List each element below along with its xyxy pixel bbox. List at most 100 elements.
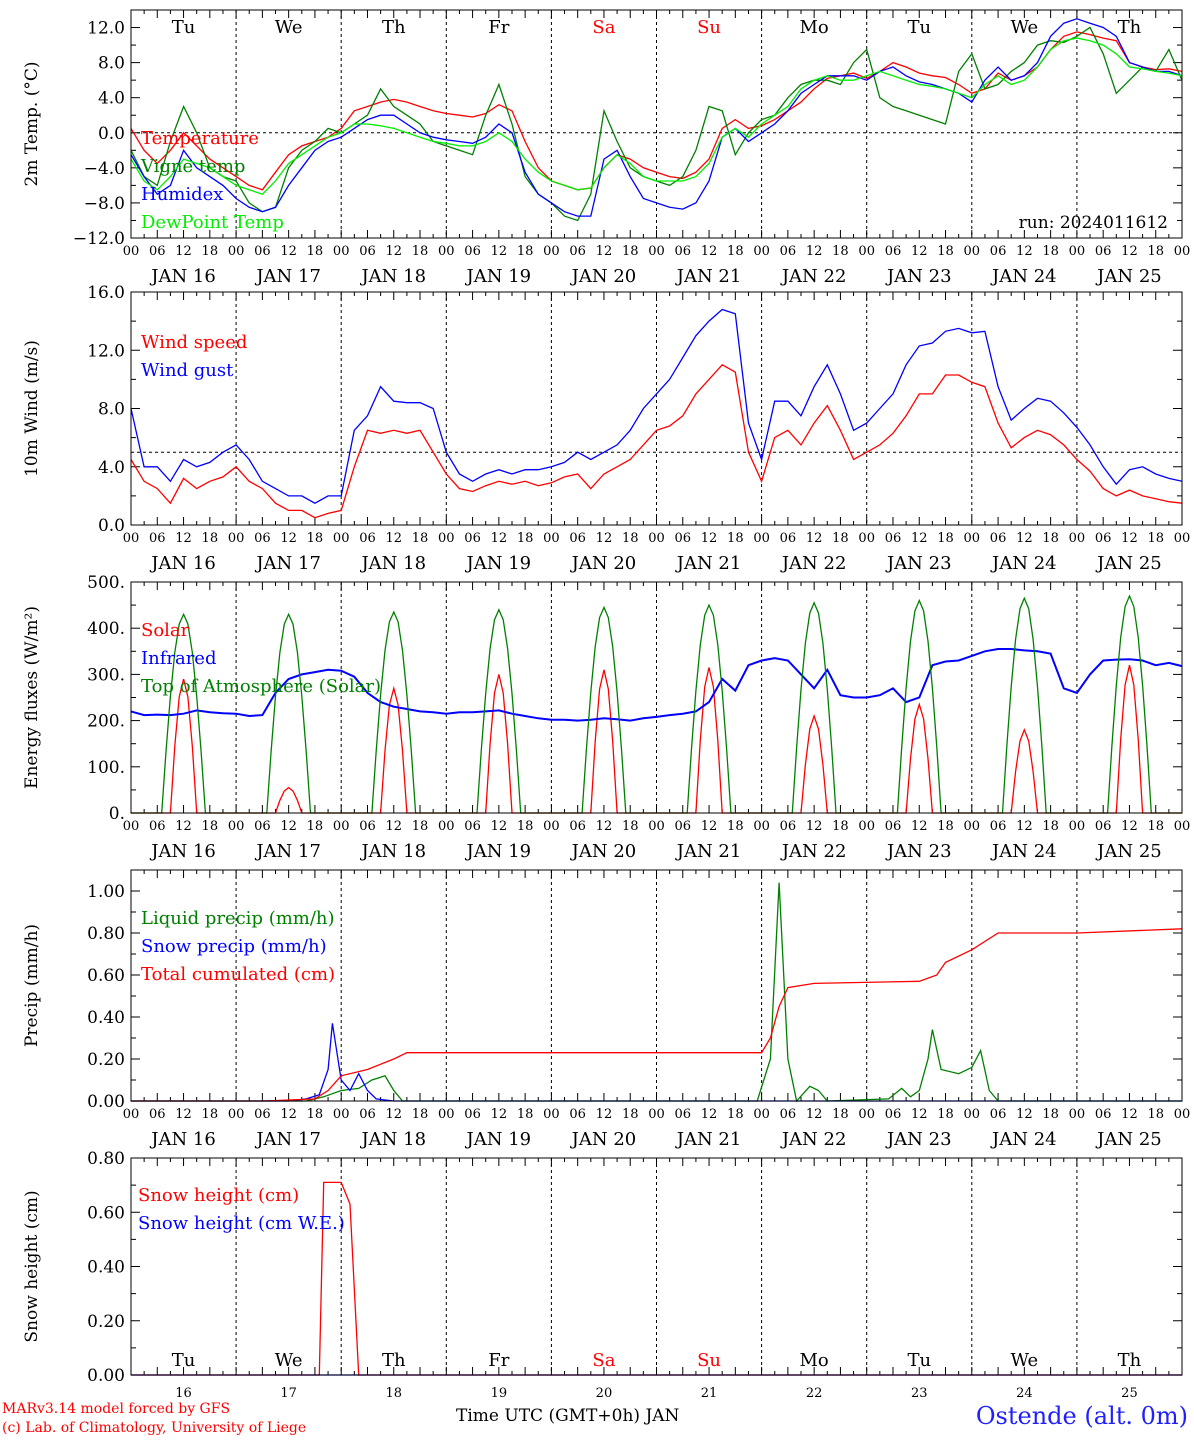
hour-tick-label: 06	[359, 531, 376, 546]
y-tick-label: 8.0	[98, 54, 125, 74]
day-name-label: Th	[1118, 1350, 1142, 1371]
legend-entry: Vigne temp	[140, 156, 245, 177]
date-label: JAN 16	[149, 841, 216, 862]
hour-tick-label: 00	[964, 1107, 981, 1122]
lab-credit: (c) Lab. of Climatology, University of L…	[2, 1420, 307, 1436]
legend-entry: Liquid precip (mm/h)	[141, 908, 335, 929]
hour-tick-label: 00	[333, 244, 350, 259]
panel-snow: 16 17 18 19 20 21 22 23 24 25 Tu We Th Fr Sa Su Mo Tu We Th…	[22, 1149, 1183, 1400]
hour-tick-label: 12	[491, 819, 508, 834]
hour-tick-label: 06	[149, 1107, 166, 1122]
date-label: JAN 21	[675, 553, 742, 574]
hour-tick-label: 12	[806, 531, 823, 546]
y-tick-label: 0.00	[87, 1092, 125, 1112]
hour-tick-label: 00	[1174, 819, 1191, 834]
legend-entry: Total cumulated (cm)	[141, 964, 335, 985]
y-tick-label: 0.20	[87, 1050, 125, 1070]
hour-tick-label: 00	[543, 819, 560, 834]
hour-tick-label: 00	[858, 1107, 875, 1122]
hour-tick-label: 00	[648, 1107, 665, 1122]
date-label: JAN 18	[359, 553, 426, 574]
y-tick-label: 200.	[87, 712, 125, 732]
y-tick-label: 4.0	[98, 458, 125, 478]
hour-tick-label: 18	[412, 819, 429, 834]
hour-tick-label: 12	[806, 819, 823, 834]
day-name-label: Fr	[488, 1350, 509, 1371]
day-name-label: Tu	[907, 17, 931, 38]
date-label: JAN 23	[885, 841, 952, 862]
y-tick-label: 0.20	[87, 1312, 125, 1332]
day-name-label: Tu	[172, 17, 196, 38]
day-name-label: Su	[697, 1350, 721, 1371]
date-label: JAN 22	[780, 1129, 847, 1150]
hour-tick-label: 18	[412, 1107, 429, 1122]
hour-tick-label: 12	[701, 819, 718, 834]
date-label: JAN 16	[149, 553, 216, 574]
date-label: JAN 16	[149, 266, 216, 287]
day-number-label: 16	[175, 1386, 192, 1400]
hour-tick-label: 12	[701, 531, 718, 546]
series-line-infrared	[130, 648, 1183, 722]
hour-tick-label: 18	[307, 531, 324, 546]
hour-tick-label: 06	[569, 244, 586, 259]
date-label: JAN 21	[675, 266, 742, 287]
hour-tick-label: 06	[1095, 1107, 1112, 1122]
hour-tick-label: 06	[1095, 531, 1112, 546]
y-tick-label: 0.60	[87, 966, 125, 986]
hour-tick-label: 00	[123, 531, 140, 546]
day-number-label: 22	[806, 1386, 823, 1400]
legend-entry: Snow height (cm W.E.)	[138, 1213, 345, 1234]
hour-tick-label: 18	[202, 1107, 219, 1122]
day-name-label: Mo	[800, 17, 829, 38]
hour-tick-label: 06	[990, 244, 1007, 259]
hour-tick-label: 06	[254, 1107, 271, 1122]
hour-tick-label: 18	[517, 531, 534, 546]
y-tick-label: 0.	[109, 804, 125, 824]
hour-tick-label: 12	[1121, 1107, 1138, 1122]
series-line-temperature	[130, 31, 1183, 191]
hour-tick-label: 06	[780, 819, 797, 834]
y-axis-title: 10m Wind (m/s)	[22, 340, 42, 477]
series-line-total-cumulated-cm-	[131, 928, 1183, 1102]
y-axis-title: Snow height (cm)	[22, 1190, 42, 1342]
series-line-wind-speed	[130, 363, 1183, 519]
hour-tick-label: 06	[885, 531, 902, 546]
y-tick-label: 100.	[87, 758, 125, 778]
hour-tick-label: 06	[359, 1107, 376, 1122]
y-tick-label: 0.40	[87, 1258, 125, 1278]
day-number-label: 21	[701, 1386, 718, 1400]
date-label: JAN 20	[570, 266, 637, 287]
hour-tick-label: 00	[123, 1107, 140, 1122]
hour-tick-label: 00	[858, 244, 875, 259]
date-label: JAN 20	[570, 841, 637, 862]
hour-tick-label: 18	[622, 819, 639, 834]
hour-tick-label: 00	[438, 531, 455, 546]
date-label: JAN 17	[254, 841, 321, 862]
hour-tick-label: 12	[280, 531, 297, 546]
hour-tick-label: 12	[175, 819, 192, 834]
day-number-label: 19	[491, 1386, 508, 1400]
hour-tick-label: 12	[385, 531, 402, 546]
y-axis-title: Precip (mm/h)	[22, 924, 42, 1047]
hour-tick-label: 00	[858, 819, 875, 834]
hour-tick-label: 06	[885, 1107, 902, 1122]
hour-tick-label: 00	[438, 1107, 455, 1122]
hour-tick-label: 00	[753, 819, 770, 834]
y-tick-label: 0.00	[87, 1366, 125, 1386]
hour-tick-label: 18	[937, 244, 954, 259]
date-label: JAN 19	[465, 553, 532, 574]
hour-tick-label: 18	[307, 244, 324, 259]
hour-tick-label: 00	[333, 531, 350, 546]
hour-tick-label: 12	[701, 1107, 718, 1122]
hour-tick-label: 06	[1095, 244, 1112, 259]
day-number-label: 18	[385, 1386, 402, 1400]
hour-tick-label: 00	[648, 244, 665, 259]
date-label: JAN 22	[780, 553, 847, 574]
hour-tick-label: 18	[622, 244, 639, 259]
y-tick-label: 12.0	[87, 341, 125, 361]
hour-tick-label: 12	[1121, 819, 1138, 834]
hour-tick-label: 12	[806, 244, 823, 259]
legend-entry: Infrared	[141, 648, 216, 669]
date-label: JAN 17	[254, 266, 321, 287]
hour-tick-label: 00	[648, 531, 665, 546]
